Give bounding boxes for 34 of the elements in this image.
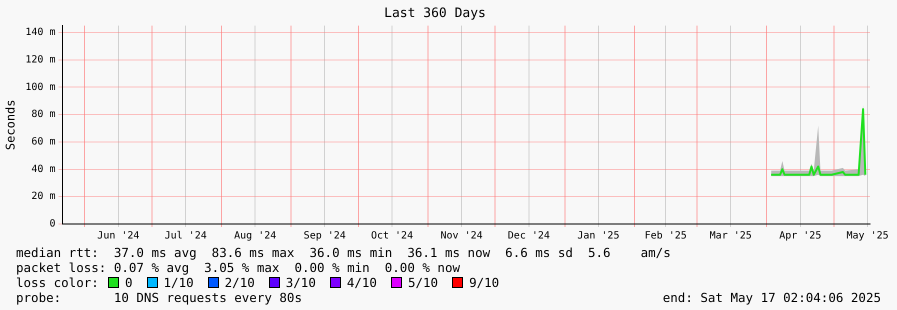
x-tick-label: Apr '25 (779, 230, 822, 242)
x-tick-label: Aug '24 (234, 230, 276, 242)
legend-label: 9/10 (469, 275, 500, 290)
x-tick-label: Feb '25 (644, 230, 687, 242)
x-tick-label: Mar '25 (710, 230, 752, 242)
legend-label: 0 (125, 275, 133, 290)
x-tick-label: Nov '24 (440, 230, 483, 242)
x-tick-label: May '25 (846, 230, 889, 242)
x-tick-label: Oct '24 (370, 230, 414, 242)
y-tick-label: 40 m (31, 164, 56, 175)
legend-label: 3/10 (286, 275, 316, 290)
x-tick-label: Dec '24 (508, 230, 550, 242)
text: probe: 10 DNS requests every 80s (16, 290, 302, 305)
x-tick-label: Jul '24 (164, 230, 207, 242)
x-tick-label: Jan '25 (577, 230, 620, 242)
text: median rtt: 37.0 ms avg 83.6 ms max 36.0 ms min 36.1 ms now 6.6 ms sd 5.6 am/s (16, 245, 672, 260)
y-axis-title: Seconds (3, 100, 18, 150)
y-tick-label: 100 m (25, 82, 56, 93)
y-tick-label: 120 m (25, 54, 56, 66)
text: packet loss: 0.07 % avg 3.05 % max 0.00 % min 0.00 % now (16, 260, 462, 275)
legend-title: loss color: (16, 275, 100, 290)
y-tick-label: 60 m (31, 136, 56, 148)
text: end: Sat May 17 02:04:06 2025 (662, 290, 881, 305)
y-tick-label: 140 m (25, 27, 56, 38)
x-tick-label: Jun '24 (97, 230, 140, 242)
chart-title: Last 360 Days (384, 6, 486, 22)
legend-label: 1/10 (164, 275, 194, 290)
y-tick-label: 20 m (31, 191, 56, 202)
y-tick-label: 80 m (31, 109, 56, 120)
x-tick-label: Sep '24 (304, 230, 346, 242)
legend-label: 4/10 (346, 275, 377, 290)
legend-label: 2/10 (224, 275, 255, 290)
y-tick-label: 0 (49, 218, 56, 230)
legend-label: 5/10 (408, 275, 438, 290)
